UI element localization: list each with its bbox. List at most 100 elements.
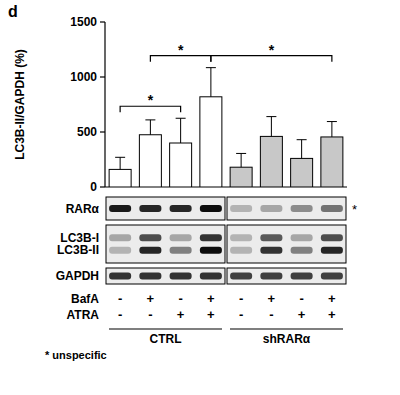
condition-value: - [239,307,243,322]
y-tick [100,186,105,187]
blot-band [200,247,222,254]
error-line [241,153,242,167]
group-line [109,328,222,329]
error-bar [266,117,276,137]
blot-band [260,247,282,254]
bar [170,143,192,187]
error-cap [327,121,337,122]
blot-band [230,247,252,254]
condition-value: + [268,291,276,306]
group-label: shRARα [263,332,311,346]
bar [200,97,222,187]
blot-band [170,234,192,241]
error-line [301,140,302,159]
blot-frame [106,268,225,284]
blot-band [139,205,161,212]
condition-value: - [299,291,303,306]
y-tick-label: 500 [77,125,97,139]
blot-band [291,273,313,280]
y-axis [104,22,105,187]
blot-frame [227,268,346,284]
condition-label: ATRA [67,308,100,322]
condition-value: - [269,307,273,322]
error-cap [297,139,307,140]
blot-band [321,273,343,280]
bar [230,167,252,187]
error-bar [297,140,307,159]
condition-value: + [207,291,215,306]
bar [139,135,161,187]
y-tick [100,21,105,22]
panel-label: d [8,3,18,20]
blot-marker: * [352,202,357,217]
blot-band [260,205,282,212]
error-line [120,157,121,169]
blot-band [260,273,282,280]
blot-band [200,234,222,241]
blot-band [170,205,192,212]
blot-band [139,234,161,241]
blot-band [200,205,222,212]
error-cap [145,119,155,120]
error-line [331,122,332,137]
error-bar [236,153,246,167]
y-tick [100,131,105,132]
condition-value: + [328,307,336,322]
blot-frame [227,197,346,220]
blot-band [109,273,131,280]
blot-band [139,247,161,254]
significance-label: * [269,42,275,58]
y-tick [100,76,105,77]
error-bar [115,157,125,169]
blot-band [260,234,282,241]
condition-value: - [178,291,182,306]
error-bar [176,118,186,143]
condition-value: - [118,291,122,306]
y-tick-label: 1000 [70,70,97,84]
group-label: CTRL [150,332,182,346]
error-line [150,120,151,135]
error-line [210,68,211,97]
condition-value: + [177,307,185,322]
error-cap [115,157,125,158]
blot-label: LC3B-II [57,243,99,257]
condition-value: - [239,291,243,306]
condition-value: + [298,307,306,322]
bar [321,137,343,187]
bar [109,169,131,187]
blot-band [200,273,222,280]
blot-frame [227,225,346,263]
significance-label: * [148,92,154,108]
error-bar [145,120,155,135]
blot-band [230,234,252,241]
figure: dLC3B-II/GAPDH (%)050010001500***RARα*LC… [0,0,400,395]
blot-band [109,247,131,254]
condition-value: - [118,307,122,322]
significance-label: * [178,42,184,58]
blot-band [230,205,252,212]
blot-band [170,247,192,254]
y-tick-label: 1500 [70,15,97,29]
blot-band [109,234,131,241]
condition-value: - [148,307,152,322]
blot-band [321,205,343,212]
blot-band [109,205,131,212]
blot-label: GAPDH [56,269,99,283]
blot-band [170,273,192,280]
error-bar [206,68,216,97]
blot-frame [106,197,225,220]
condition-value: + [147,291,155,306]
blot-band [291,247,313,254]
blot-label: RARα [66,202,100,216]
error-cap [236,153,246,154]
condition-value: + [207,307,215,322]
blot-band [291,205,313,212]
y-axis-label: LC3B-II/GAPDH (%) [13,49,27,160]
blot-band [230,273,252,280]
blot-frame [106,225,225,263]
footnote: * unspecific [45,349,107,361]
bars [109,68,343,187]
error-cap [266,116,276,117]
error-line [271,117,272,137]
blot-band [291,234,313,241]
